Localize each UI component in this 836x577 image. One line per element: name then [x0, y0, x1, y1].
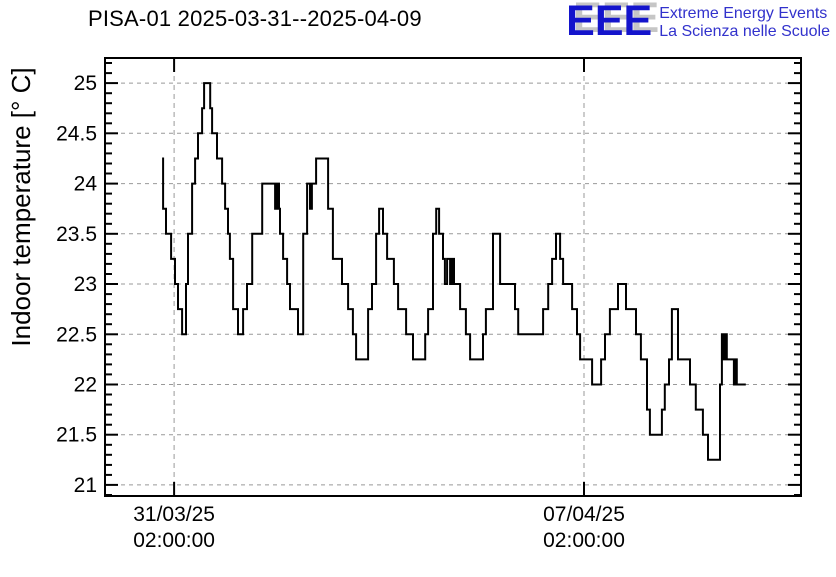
eee-logo-line1: Extreme Energy Events — [659, 5, 828, 22]
eee-logo-acronym: EEE — [566, 0, 653, 45]
eee-logo-line2: La Scienza nelle Scuole — [659, 23, 830, 40]
temperature-series-line — [162, 82, 746, 461]
x-tick-label-date: 07/04/25 — [543, 503, 625, 526]
y-tick-label: 24 — [74, 173, 98, 196]
y-tick-label: 21.5 — [56, 424, 97, 447]
x-tick-label-time: 02:00:00 — [133, 529, 215, 552]
x-tick-label-date: 31/03/25 — [133, 503, 215, 526]
eee-logo-text: Extreme Energy Events La Scienza nelle S… — [659, 2, 830, 41]
chart-title: PISA-01 2025-03-31--2025-04-09 — [88, 6, 422, 31]
eee-logo: EEE Extreme Energy Events La Scienza nel… — [566, 0, 830, 45]
x-tick-label-time: 02:00:00 — [543, 529, 625, 552]
y-tick-label: 23 — [74, 273, 97, 296]
y-tick-label: 23.5 — [56, 223, 97, 246]
y-tick-label: 21 — [74, 474, 97, 497]
y-tick-label: 25 — [74, 72, 97, 95]
y-tick-label: 22.5 — [56, 323, 97, 346]
y-axis-title: Indoor temperature [° C] — [6, 67, 36, 346]
y-tick-label: 22 — [74, 374, 97, 397]
plot-frame — [104, 57, 802, 497]
y-tick-label: 24.5 — [56, 122, 97, 145]
